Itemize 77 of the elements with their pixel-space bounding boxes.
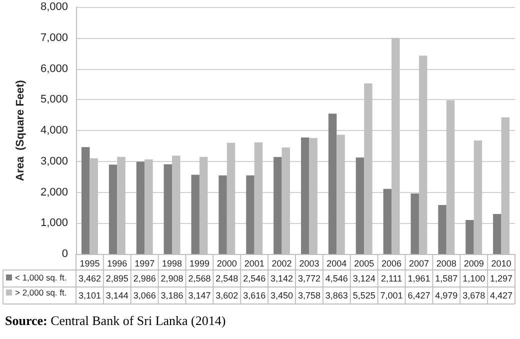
bar: [274, 156, 282, 254]
data-label: 2,986: [133, 274, 156, 284]
data-label: 3,863: [325, 290, 348, 300]
data-label: 2,548: [216, 274, 238, 284]
data-label: 3,147: [188, 290, 211, 300]
x-tick-label: 2006: [382, 258, 402, 268]
bar: [356, 158, 364, 254]
data-label: 3,462: [78, 274, 101, 284]
data-label: 2,908: [160, 274, 184, 284]
bar: [410, 193, 419, 254]
data-label: 1,297: [490, 274, 513, 284]
legend-label: > 2,000 sq. ft.: [15, 288, 67, 298]
data-label: 3,186: [160, 290, 184, 300]
data-label: 3,144: [106, 290, 128, 300]
data-label: 4,979: [435, 290, 458, 300]
data-label: 4,546: [325, 274, 348, 284]
x-tick-label: 1998: [162, 258, 182, 268]
x-tick-label: 2001: [244, 258, 264, 268]
data-label: 1,587: [435, 274, 458, 284]
x-tick-label: 1999: [189, 258, 210, 268]
bar: [218, 175, 227, 254]
data-label: 3,142: [270, 274, 294, 284]
data-label: 4,427: [490, 290, 513, 300]
data-label: 3,678: [462, 290, 486, 300]
y-tick-label: 8,000: [40, 1, 68, 13]
bar: [164, 164, 172, 254]
data-label: 2,895: [106, 274, 128, 284]
y-tick-label: 3,000: [40, 155, 68, 168]
y-tick-label: 6,000: [40, 62, 68, 75]
y-tick-label: 0: [62, 248, 68, 260]
x-tick-label: 2008: [436, 258, 456, 268]
data-label: 2,568: [188, 274, 211, 284]
x-tick-label: 1996: [107, 258, 128, 268]
bar: [466, 220, 474, 254]
bar: [438, 205, 446, 254]
data-label: 2,546: [243, 274, 266, 284]
bar: [383, 188, 392, 254]
y-tick-label: 4,000: [40, 124, 68, 136]
data-label: 6,427: [408, 290, 430, 300]
x-tick-label: 2000: [216, 258, 237, 268]
bar: [81, 147, 90, 254]
x-tick-label: 2009: [464, 258, 484, 268]
bar: [493, 214, 502, 254]
data-label: 1,961: [408, 274, 430, 284]
data-label: 5,525: [352, 290, 376, 300]
x-tick-label: 2004: [326, 258, 347, 268]
bar: [108, 164, 118, 254]
data-label: 2,111: [380, 274, 402, 284]
data-label: 3,616: [243, 290, 266, 300]
bar: [300, 138, 310, 254]
x-tick-label: 1995: [80, 258, 100, 268]
y-tick-label: 1,000: [40, 217, 68, 230]
y-tick-label: 2,000: [40, 186, 68, 198]
data-label: 1,100: [462, 274, 486, 284]
bar: [191, 174, 200, 254]
data-label: 3,602: [216, 290, 238, 300]
data-label: 3,101: [78, 290, 101, 300]
x-tick-label: 2003: [299, 258, 320, 268]
data-label: 3,124: [352, 274, 376, 284]
x-tick-label: 2007: [408, 258, 429, 268]
bar: [328, 114, 337, 254]
y-axis-title: Area (Square Feet): [14, 80, 26, 181]
x-tick-label: 2005: [354, 258, 374, 268]
x-tick-label: 1997: [134, 258, 155, 268]
bar: [246, 175, 254, 254]
bar: [136, 162, 145, 254]
source-note: Source: Central Bank of Sri Lanka (2014): [5, 313, 226, 328]
x-tick-label: 2010: [491, 258, 512, 268]
legend-label: < 1,000 sq. ft.: [15, 272, 67, 282]
y-tick-label: 5,000: [40, 94, 68, 106]
y-tick-label: 7,000: [40, 32, 68, 44]
x-tick-label: 2002: [272, 258, 292, 268]
data-label: 3,450: [270, 290, 294, 300]
data-label: 3,772: [298, 274, 320, 284]
data-label: 3,066: [133, 290, 156, 300]
data-label: 7,001: [380, 290, 403, 300]
data-label: 3,758: [298, 290, 320, 300]
